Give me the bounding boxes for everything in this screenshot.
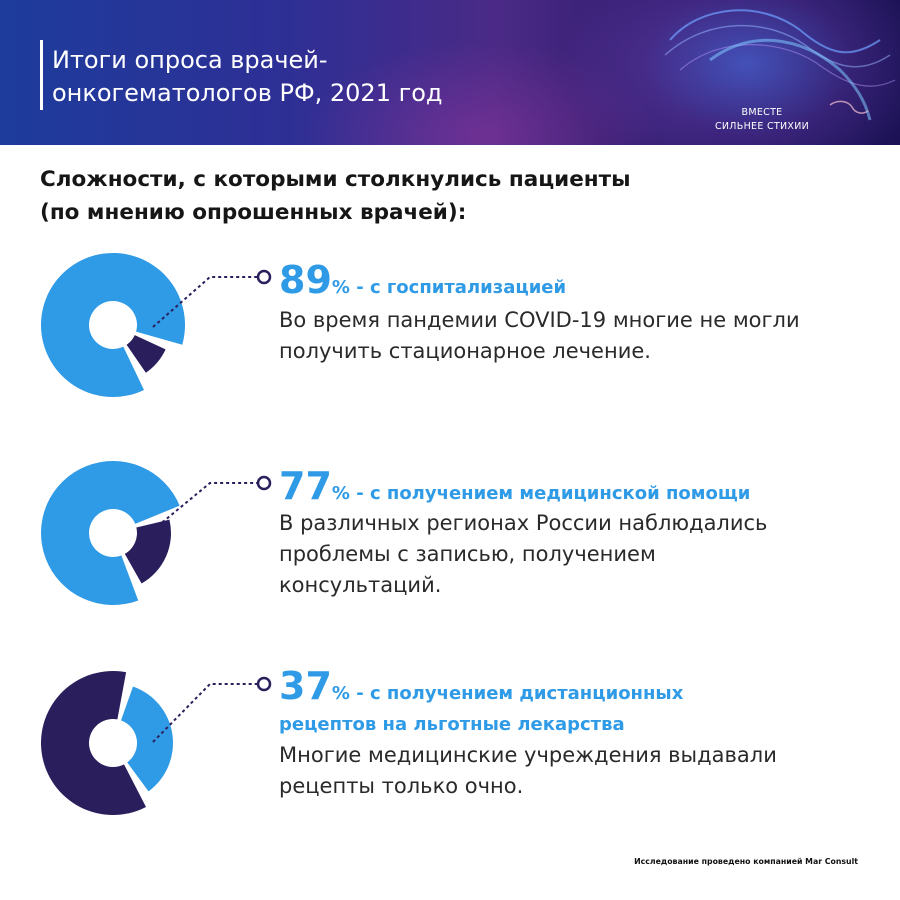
title-accent-bar bbox=[40, 40, 43, 110]
percent-sign: % bbox=[331, 277, 350, 298]
donut-chart bbox=[40, 253, 185, 397]
section-title: Сложности, с которыми столкнулись пациен… bbox=[40, 167, 631, 225]
connector-line bbox=[152, 475, 272, 531]
stat-title: - с получением медицинской помощи bbox=[349, 483, 751, 504]
stat-headline: 37% - с получением дистанционных рецепто… bbox=[279, 666, 749, 740]
donut-segment-rest bbox=[41, 671, 147, 815]
stat-headline: 77% - с получением медицинской помощи bbox=[279, 466, 879, 509]
stat-description: В различных регионах России наблюдались … bbox=[279, 511, 768, 597]
stat-percent: 37 bbox=[279, 664, 332, 708]
donut-segment-rest bbox=[124, 519, 171, 584]
donut-segment-value bbox=[40, 461, 180, 605]
connector-line bbox=[152, 676, 272, 743]
header-banner: Итоги опроса врачей- онкогематологов РФ,… bbox=[0, 0, 900, 145]
stat-title: - с получением дистанционных рецептов на… bbox=[279, 683, 684, 735]
stat-percent: 77 bbox=[279, 464, 332, 508]
stat-headline: 89% - с госпитализацией bbox=[279, 260, 879, 303]
connector-line bbox=[152, 269, 272, 328]
donut-segment-value bbox=[121, 686, 173, 792]
percent-sign: % bbox=[331, 683, 350, 704]
wave-art-icon bbox=[664, 9, 896, 121]
donut-chart bbox=[41, 671, 173, 815]
stat-title: - с госпитализацией bbox=[349, 277, 567, 298]
percent-sign: % bbox=[331, 483, 350, 504]
page-title: Итоги опроса врачей- онкогематологов РФ,… bbox=[52, 46, 443, 107]
footnote: Исследование проведено компанией Mar Con… bbox=[634, 857, 858, 866]
donut-chart bbox=[40, 461, 180, 605]
donut-segment-value bbox=[40, 253, 185, 397]
stat-description: Многие медицинские учреждения выдавали р… bbox=[279, 743, 777, 798]
donut-segment-rest bbox=[126, 335, 166, 373]
slogan: ВМЕСТЕ СИЛЬНЕЕ СТИХИИ bbox=[714, 107, 810, 132]
stat-percent: 89 bbox=[279, 258, 332, 302]
stat-description: Во время пандемии COVID-19 многие не мог… bbox=[279, 308, 800, 363]
